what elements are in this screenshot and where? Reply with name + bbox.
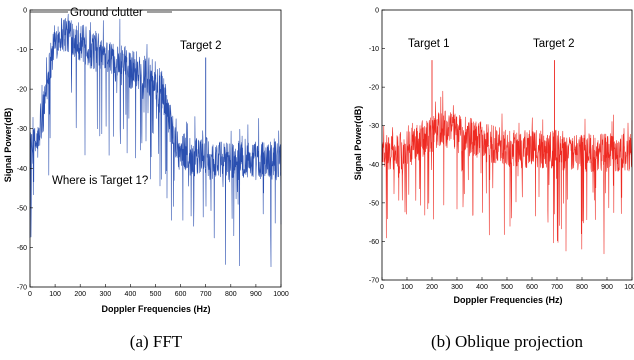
panel-a-tick-labels: 0 100 200 300 400 500 600 700 800 900 1000 0 -10 -20 -… — [17, 8, 289, 299]
panel-a-y-tick--50: -50 — [17, 205, 27, 212]
panel-b-y-tick--20: -20 — [369, 85, 379, 92]
panel-a-annotation-ground-clutter: Ground clutter — [70, 7, 143, 19]
panel-b-y-tick-0: 0 — [375, 8, 379, 15]
panel-b-x-tick-200: 200 — [426, 284, 438, 291]
panel-b-x-axis-label: Doppler Frequencies (Hz) — [453, 295, 562, 305]
panel-b-x-tick-700: 700 — [551, 284, 563, 291]
panel-a-x-tick-600: 600 — [175, 291, 187, 298]
panel-b-annotation-target-1: Target 1 — [408, 38, 450, 50]
panel-b-y-tick--60: -60 — [369, 239, 379, 246]
panel-a-x-tick-300: 300 — [99, 291, 111, 298]
panel-a-y-axis-label: Signal Power(dB) — [3, 108, 13, 183]
panel-b-oblique-projection: 0 100 200 300 400 500 600 700 800 900 1000 0 -10 -20 -… — [353, 8, 634, 352]
panel-a-x-tick-200: 200 — [74, 291, 86, 298]
panel-a-x-tick-0: 0 — [28, 291, 32, 298]
panel-b-y-tick--10: -10 — [369, 46, 379, 53]
panel-b-y-tick--70: -70 — [369, 278, 379, 285]
panel-b-y-tick--50: -50 — [369, 200, 379, 207]
panel-b-tick-labels: 0 100 200 300 400 500 600 700 800 900 1000 0 -10 -20 -… — [369, 8, 634, 292]
panel-a-x-axis-label: Doppler Frequencies (Hz) — [101, 304, 210, 314]
panel-a-x-tick-1000: 1000 — [273, 291, 289, 298]
panel-b-y-tick--30: -30 — [369, 123, 379, 130]
panel-a-fft: 0 100 200 300 400 500 600 700 800 900 1000 0 -10 -20 -… — [3, 7, 289, 351]
panel-a-series-fft — [29, 13, 282, 267]
panel-b-x-tick-300: 300 — [451, 284, 463, 291]
panel-a-spectrum-line — [29, 13, 282, 267]
panel-a-x-tick-900: 900 — [250, 291, 262, 298]
panel-a-y-tick--60: -60 — [17, 245, 27, 252]
panel-a-y-tick--30: -30 — [17, 126, 27, 133]
panel-b-y-axis-label: Signal Power(dB) — [353, 106, 363, 181]
panel-a-x-tick-700: 700 — [200, 291, 212, 298]
panel-b-y-tick--40: -40 — [369, 162, 379, 169]
panel-b-x-tick-1000: 1000 — [624, 284, 634, 291]
panel-b-x-tick-800: 800 — [576, 284, 588, 291]
panel-a-y-tick--20: -20 — [17, 87, 27, 94]
panel-b-series-oblique — [381, 60, 633, 255]
panel-a-x-tick-500: 500 — [150, 291, 162, 298]
panel-a-y-tick--70: -70 — [17, 285, 27, 292]
panel-a-y-tick--40: -40 — [17, 166, 27, 173]
panel-b-caption: (b) Oblique projection — [431, 332, 584, 351]
panel-b-annotation-target-2: Target 2 — [533, 38, 575, 50]
panel-b-x-tick-600: 600 — [526, 284, 538, 291]
panel-b-x-tick-900: 900 — [601, 284, 613, 291]
panel-a-annotation-where-is-target-1: Where is Target 1? — [52, 175, 148, 187]
panel-a-x-tick-800: 800 — [225, 291, 237, 298]
panel-a-y-tick--10: -10 — [17, 47, 27, 54]
panel-b-x-tick-0: 0 — [380, 284, 384, 291]
panel-a-x-tick-100: 100 — [49, 291, 61, 298]
panel-b-x-tick-100: 100 — [401, 284, 413, 291]
panel-a-caption: (a) FFT — [130, 332, 183, 351]
panel-a-y-tick-0: 0 — [23, 8, 27, 15]
panel-b-x-tick-500: 500 — [501, 284, 513, 291]
panel-a-annotation-target-2: Target 2 — [180, 40, 222, 52]
panel-b-spectrum-line — [381, 90, 633, 255]
panel-b-x-tick-400: 400 — [476, 284, 488, 291]
panel-a-x-tick-400: 400 — [125, 291, 137, 298]
